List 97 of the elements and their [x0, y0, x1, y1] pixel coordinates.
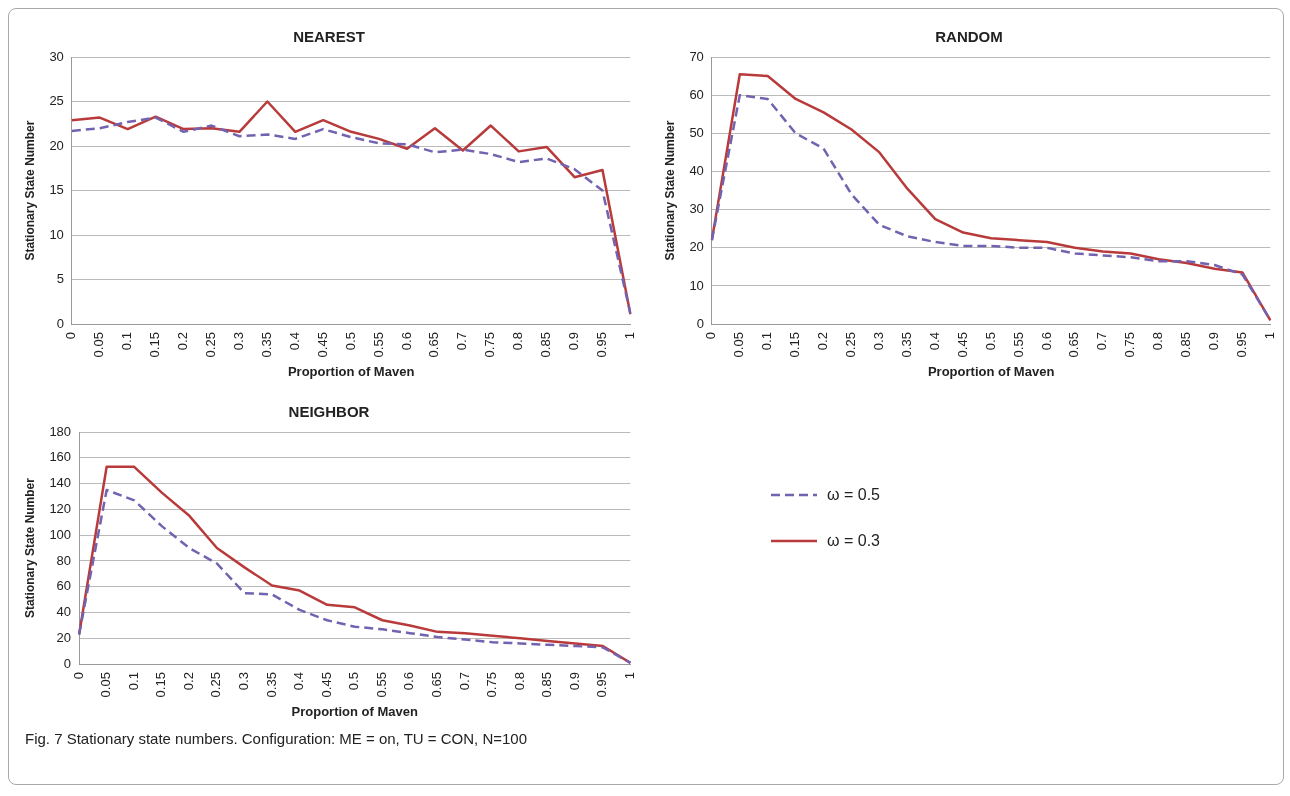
x-tick-label: 0.9 [1206, 332, 1222, 351]
x-tick-label: 0.4 [291, 672, 307, 691]
x-tick-label: 0.8 [510, 332, 526, 351]
x-axis-title: Proportion of Maven [291, 703, 418, 719]
x-tick-label: 0 [703, 332, 719, 340]
x-tick-label: 0.35 [898, 332, 914, 358]
x-tick-label: 0.5 [982, 332, 998, 351]
y-tick-label: 20 [49, 137, 64, 153]
legend-label: ω = 0.3 [827, 532, 880, 551]
x-tick-label: 0.4 [926, 332, 942, 351]
caption: Fig. 7 Stationary state numbers. Configuration: ME = on, TU = CON, N=100 [25, 730, 529, 747]
x-tick-label: 0.75 [484, 672, 500, 698]
x-tick-label: 0.6 [401, 672, 417, 691]
y-tick-label: 10 [689, 277, 704, 293]
x-tick-label: 0.7 [1094, 332, 1110, 351]
x-tick-label: 0.95 [594, 332, 610, 358]
y-tick-label: 20 [689, 239, 704, 255]
chart-title: NEIGHBOR [288, 403, 370, 421]
x-tick-label: 0.15 [787, 332, 803, 358]
x-tick-label: 0.75 [1122, 332, 1138, 358]
x-tick-label: 0.3 [231, 332, 246, 351]
y-tick-label: 160 [49, 449, 72, 465]
x-tick-label: 0.3 [236, 672, 252, 691]
x-tick-label: 1 [1261, 332, 1277, 340]
x-tick-label: 0.55 [1010, 332, 1026, 358]
y-tick-label: 20 [56, 629, 72, 645]
x-tick-label: 0.05 [98, 672, 114, 698]
x-tick-label: 0.9 [566, 672, 582, 691]
legend-label: ω = 0.5 [827, 486, 880, 505]
x-tick-label: 0.85 [1178, 332, 1194, 358]
y-tick-label: 30 [689, 201, 704, 217]
x-tick-label: 0.05 [91, 332, 107, 358]
x-tick-label: 0.3 [871, 332, 886, 351]
y-tick-label: 25 [49, 93, 64, 109]
x-tick-label: 0.35 [263, 672, 279, 698]
chart-title: NEAREST [293, 28, 365, 46]
x-tick-label: 0.65 [426, 332, 442, 358]
y-tick-label: 15 [49, 182, 64, 198]
y-tick-label: 5 [56, 271, 64, 287]
x-tick-label: 0.6 [398, 332, 414, 351]
x-tick-label: 0.45 [954, 332, 970, 358]
x-tick-label: 0 [70, 672, 86, 680]
y-axis-title: Stationary State Number [22, 120, 37, 261]
x-tick-label: 0.9 [566, 332, 582, 351]
x-tick-label: 0.2 [175, 332, 191, 351]
x-tick-label: 0.1 [125, 672, 141, 691]
y-tick-label: 180 [49, 423, 72, 439]
x-tick-label: 1 [621, 672, 637, 680]
y-tick-label: 100 [49, 526, 72, 542]
x-tick-label: 0.95 [1234, 332, 1250, 358]
y-axis-title: Stationary State Number [662, 120, 677, 261]
y-tick-label: 80 [56, 552, 72, 568]
x-tick-label: 0.8 [1150, 332, 1166, 351]
x-tick-label: 0.95 [594, 672, 610, 698]
y-axis-title: Stationary State Number [22, 477, 37, 619]
x-tick-label: 0.25 [203, 332, 219, 358]
x-tick-label: 0.75 [482, 332, 498, 358]
x-tick-label: 0.8 [511, 672, 527, 691]
chart-title: RANDOM [935, 28, 1003, 46]
y-tick-label: 140 [49, 475, 72, 491]
x-tick-label: 0.65 [429, 672, 445, 698]
x-tick-label: 0.7 [454, 332, 470, 351]
y-tick-label: 10 [49, 226, 64, 242]
x-tick-label: 0.7 [456, 672, 472, 691]
x-tick-label: 0.6 [1038, 332, 1054, 351]
y-tick-label: 60 [689, 86, 704, 102]
x-tick-label: 0.15 [147, 332, 163, 358]
y-tick-label: 40 [56, 604, 72, 620]
x-tick-label: 0.1 [759, 332, 775, 351]
x-tick-label: 0.65 [1066, 332, 1082, 358]
y-tick-label: 120 [49, 500, 72, 516]
x-tick-label: 0.25 [208, 672, 224, 698]
y-tick-label: 40 [689, 163, 704, 179]
y-tick-label: 50 [689, 124, 704, 140]
x-tick-label: 0.45 [314, 332, 330, 358]
x-tick-label: 0.15 [153, 672, 169, 698]
y-tick-label: 70 [689, 48, 704, 64]
x-axis-title: Proportion of Maven [927, 363, 1055, 379]
x-tick-label: 0.5 [342, 332, 358, 351]
x-tick-label: 0.2 [180, 672, 196, 691]
x-tick-label: 0.55 [370, 332, 386, 358]
y-tick-label: 30 [49, 48, 64, 64]
x-tick-label: 0.4 [286, 332, 302, 351]
x-tick-label: 0.35 [258, 332, 274, 358]
x-tick-label: 0.85 [538, 332, 554, 358]
x-tick-label: 0.45 [318, 672, 334, 698]
x-tick-label: 1 [621, 332, 637, 340]
x-tick-label: 0.25 [843, 332, 859, 358]
x-tick-label: 0 [63, 332, 79, 340]
x-tick-label: 0.55 [373, 672, 389, 698]
x-tick-label: 0.85 [539, 672, 555, 698]
x-tick-label: 0.05 [731, 332, 747, 358]
x-tick-label: 0.2 [815, 332, 831, 351]
y-tick-label: 60 [56, 578, 72, 594]
x-tick-label: 0.1 [119, 332, 135, 351]
x-axis-title: Proportion of Maven [287, 363, 415, 379]
x-tick-label: 0.5 [346, 672, 362, 691]
